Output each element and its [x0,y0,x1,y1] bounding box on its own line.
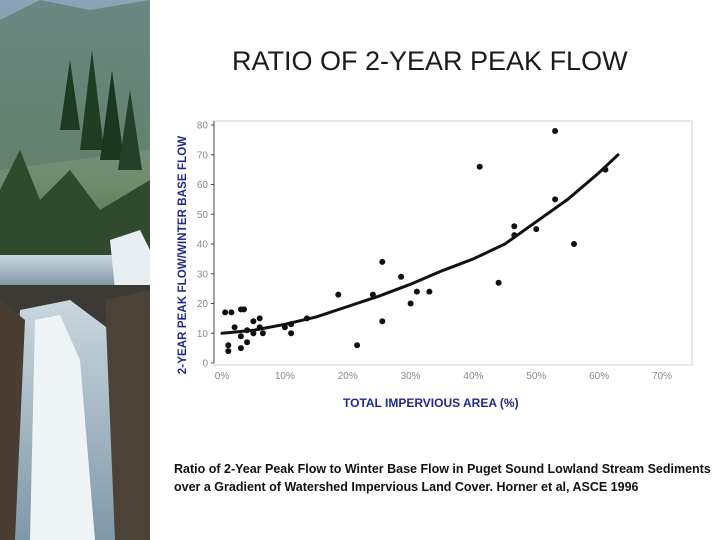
data-point [571,241,577,247]
data-point [426,288,433,295]
slide-title: RATIO OF 2-YEAR PEAK FLOW [232,46,628,76]
data-point [250,330,257,337]
data-point [225,348,232,355]
x-tick-label: 10% [275,371,295,382]
data-point [407,300,414,307]
data-point [303,315,310,322]
trend-curve [220,153,620,335]
data-point [369,291,376,298]
data-point [281,324,288,331]
data-point [511,223,518,230]
data-point [288,321,295,328]
data-point [225,342,232,349]
data-point [335,291,342,298]
x-tick-label: 40% [463,371,483,382]
data-point [552,128,559,134]
data-point [379,258,386,265]
data-point [379,318,386,325]
figure-caption: Ratio of 2-Year Peak Flow to Winter Base… [174,462,711,494]
x-tick-label: 60% [589,371,609,382]
x-axis-label: TOTAL IMPERVIOUS AREA (%) [343,396,519,410]
y-axis-label: 2-YEAR PEAK FLOW/WINTER BASE FLOW [177,135,189,375]
data-point [354,342,361,349]
data-point [256,315,263,322]
y-tick-label: 20 [197,299,209,310]
data-point [552,196,559,203]
y-tick-label: 80 [197,121,209,132]
data-point [231,324,238,331]
data-point [511,232,518,239]
y-tick-label: 60 [197,180,209,191]
data-point [602,166,609,173]
data-point [244,339,251,346]
data-point [533,226,540,233]
y-tick-label: 70 [197,150,209,161]
x-tick-label: 70% [652,371,672,382]
data-point [288,330,295,337]
x-tick-label: 30% [401,371,421,382]
y-tick-label: 10 [197,329,209,340]
waterfall-forest-photo [0,0,150,540]
y-tick-label: 30 [197,269,209,280]
data-point [259,330,266,337]
data-point [237,333,244,340]
data-point [222,309,229,316]
x-tick-label: 0% [215,371,230,382]
data-point [228,309,235,316]
data-point [237,345,244,352]
data-point [476,163,483,170]
data-point [398,273,405,280]
y-tick-label: 50 [197,210,209,221]
scatter-chart: 0 10 20 30 40 50 60 70 80 0% 10% 20% 30% 40% 50% 60% 70% [197,120,693,382]
data-point [250,318,257,325]
data-point [244,327,251,334]
x-tick-label: 20% [338,371,358,382]
y-tick-label: 40 [197,240,209,251]
y-tick-label: 0 [202,359,208,370]
x-tick-label: 50% [526,371,546,382]
data-point [241,306,247,313]
data-point [495,279,502,286]
data-point [413,288,420,295]
data-point [256,324,263,331]
